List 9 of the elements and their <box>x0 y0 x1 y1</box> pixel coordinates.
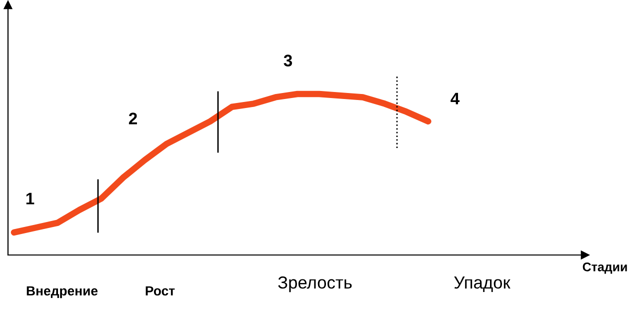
text: 4 <box>450 92 460 104</box>
annotation: 1 <box>26 192 34 204</box>
text: Рост <box>146 286 175 296</box>
text: Стадии <box>582 262 627 274</box>
text: Внедрение <box>26 286 98 298</box>
text: Зрелость <box>278 276 352 292</box>
text: 3 <box>284 54 292 66</box>
annotation: 2 <box>128 112 137 124</box>
text: Упадок <box>454 276 510 292</box>
